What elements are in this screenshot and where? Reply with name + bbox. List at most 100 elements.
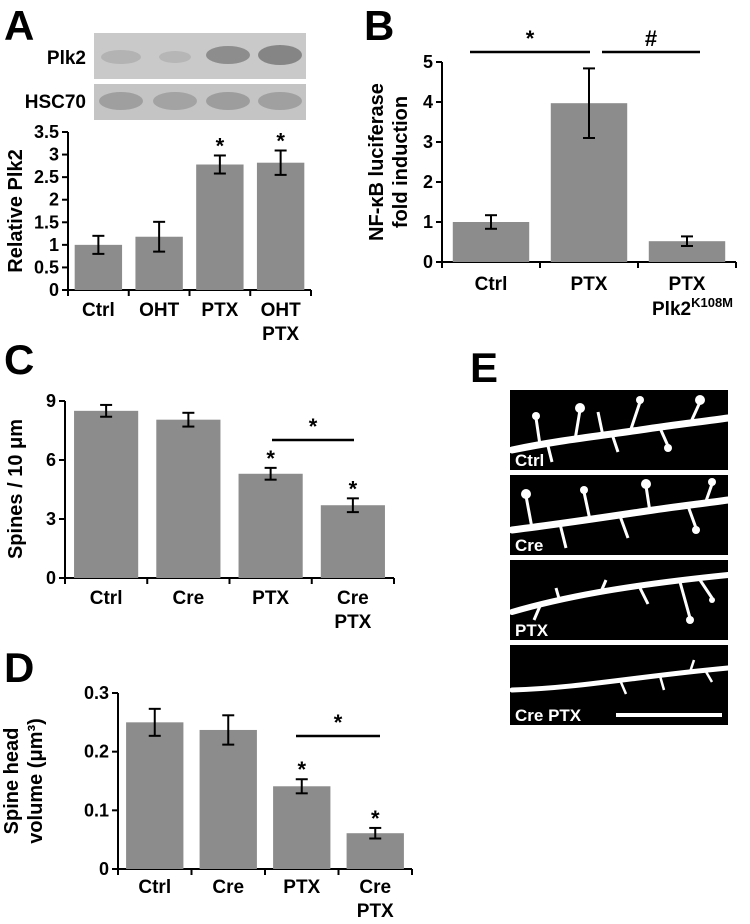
construct-label-sup: K108M	[691, 295, 733, 310]
x-tick-label: OHT	[261, 300, 302, 321]
micrograph-panel: Ctrl Cre PTX Cre PTX	[508, 390, 732, 725]
y-tick-label: 3	[423, 132, 433, 152]
x-tick-label: Cre	[173, 588, 205, 609]
significance-marker: #	[645, 26, 657, 51]
x-tick-label: Cre	[359, 877, 391, 898]
panel-a-letter: A	[4, 2, 34, 49]
micrograph-label: Cre	[515, 536, 543, 555]
panel-e-letter: E	[470, 344, 498, 391]
y-tick-label: 3.5	[34, 122, 59, 142]
x-tick-label: Cre	[337, 588, 369, 609]
chart-b: 0 1 2 3 4 5 NF-κB luciferase fold induction Ctrl…	[366, 26, 737, 295]
significance-star: *	[371, 806, 380, 831]
bar	[648, 241, 726, 262]
y-axis-label: fold induction	[390, 96, 412, 228]
chart-d: 0 0.1 0.2 0.3 Spine head volume (μm³) Ctrl Cre *…	[1, 683, 413, 922]
x-tick-label: PTX	[201, 300, 238, 321]
micrograph-label: PTX	[515, 621, 549, 640]
bar	[238, 473, 303, 578]
y-tick-label: 1.5	[34, 212, 59, 232]
micrograph-ctrl: Ctrl	[508, 390, 732, 470]
blot-band	[206, 46, 250, 64]
chart-c: 0 3 6 9 Spines / 10 μm Ctrl Cre * PTX * Cre PTX *	[5, 391, 395, 633]
y-axis-label: Spine head	[1, 728, 23, 835]
bar	[320, 505, 385, 578]
x-tick-label: Cre	[212, 877, 244, 898]
x-tick-label: Ctrl	[82, 300, 115, 321]
blot-band	[258, 92, 302, 110]
blot-band	[206, 92, 250, 110]
x-tick-label: PTX	[357, 901, 394, 922]
micrograph-ptx: PTX	[509, 560, 731, 640]
x-tick-label: Ctrl	[475, 274, 508, 295]
bar	[199, 729, 257, 869]
y-axis-label: volume (μm³)	[25, 718, 47, 844]
western-blot: Plk2 HSC70	[25, 33, 306, 120]
significance-star: *	[297, 757, 306, 782]
micrograph-label: Cre PTX	[515, 706, 582, 725]
y-tick-label: 1	[49, 235, 59, 255]
y-tick-label: 0	[423, 252, 433, 272]
blot-band	[153, 92, 197, 110]
blot-band	[159, 51, 191, 63]
y-axis-label: NF-κB luciferase	[366, 83, 388, 241]
significance-star: *	[266, 446, 275, 471]
x-tick-label: PTX	[262, 324, 299, 345]
bar	[273, 786, 331, 869]
panel-b-construct-label: Plk2K108M	[652, 295, 733, 320]
y-tick-label: 2.5	[34, 167, 59, 187]
x-tick-label: Ctrl	[138, 877, 171, 898]
significance-marker: *	[526, 26, 535, 51]
y-axis-label: Spines / 10 μm	[5, 419, 27, 559]
y-tick-label: 1	[423, 212, 433, 232]
x-tick-label: PTX	[669, 274, 706, 295]
significance-star: *	[216, 133, 225, 158]
y-axis-label: Relative Plk2	[5, 149, 27, 272]
micrograph-cre: Cre	[508, 475, 732, 555]
blot-band	[101, 50, 141, 64]
construct-label-base: Plk2	[652, 299, 691, 320]
y-tick-label: 5	[423, 52, 433, 72]
y-tick-label: 9	[46, 391, 56, 411]
x-tick-label: Ctrl	[90, 588, 123, 609]
significance-marker: *	[309, 414, 318, 439]
bar	[196, 164, 244, 290]
scale-bar	[616, 713, 722, 717]
blot-label-plk2: Plk2	[47, 48, 86, 69]
bar	[256, 162, 305, 290]
chart-a: 0 0.51 1.52 2.53 3.5 Relative Plk2 Ctrl OHT * PTX…	[5, 122, 312, 345]
blot-label-hsc70: HSC70	[25, 92, 86, 113]
y-tick-label: 0	[46, 568, 56, 588]
y-tick-label: 0	[99, 859, 109, 879]
micrograph-label: Ctrl	[515, 451, 544, 470]
y-tick-label: 0.1	[84, 800, 109, 820]
x-tick-label: PTX	[571, 274, 608, 295]
y-tick-label: 4	[423, 92, 433, 112]
y-tick-label: 0	[49, 280, 59, 300]
y-tick-label: 0.3	[84, 683, 109, 703]
micrograph-cre-ptx: Cre PTX	[509, 645, 731, 725]
blot-band	[99, 92, 143, 110]
bar	[74, 410, 139, 578]
blot-band	[258, 45, 302, 65]
x-tick-label: OHT	[139, 300, 180, 321]
significance-star: *	[276, 129, 285, 154]
x-tick-label: PTX	[283, 877, 320, 898]
y-tick-label: 0.5	[34, 257, 59, 277]
panel-b-letter: B	[364, 2, 394, 49]
significance-star: *	[349, 476, 358, 501]
y-tick-label: 3	[46, 509, 56, 529]
x-tick-label: PTX	[334, 612, 371, 633]
bar	[156, 419, 221, 578]
y-tick-label: 3	[49, 145, 59, 165]
panel-c-letter: C	[4, 336, 34, 383]
panel-d-letter: D	[4, 644, 34, 691]
y-tick-label: 2	[49, 190, 59, 210]
y-tick-label: 2	[423, 172, 433, 192]
significance-marker: *	[334, 710, 343, 735]
bar	[126, 722, 184, 869]
y-tick-label: 0.2	[84, 742, 109, 762]
x-tick-label: PTX	[252, 588, 289, 609]
y-tick-label: 6	[46, 450, 56, 470]
